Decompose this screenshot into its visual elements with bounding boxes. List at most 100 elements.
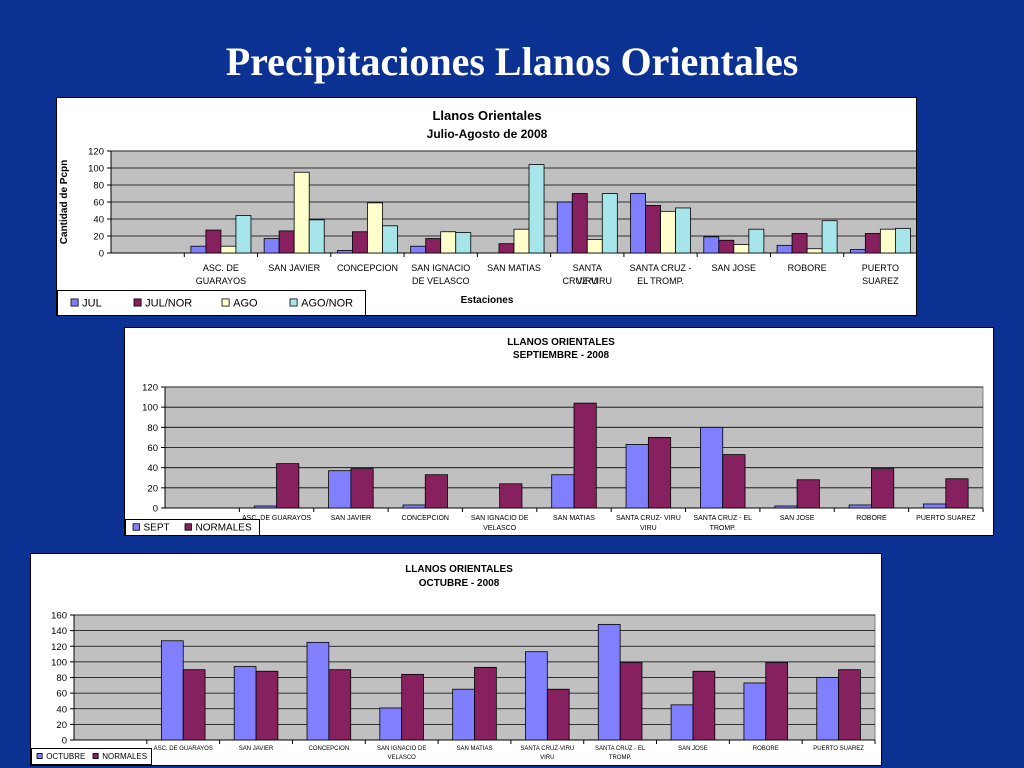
x-tick-label: PUERTO SUAREZ bbox=[916, 515, 976, 522]
bar-normales bbox=[255, 670, 279, 741]
bar-jul bbox=[263, 238, 280, 254]
legend-label: AGO/NOR bbox=[301, 297, 353, 309]
legend-label: AGO bbox=[233, 297, 258, 309]
bar-octubre bbox=[233, 666, 257, 741]
x-tick-label: SAN JOSE bbox=[780, 515, 815, 522]
x-tick-label: SAN MATIAS bbox=[487, 263, 541, 273]
bar-ago-nor bbox=[455, 232, 472, 254]
bar-jul-nor bbox=[425, 238, 442, 254]
x-tick-label: SAN IGNACIO DE VELASCO bbox=[411, 263, 470, 286]
bar-normales bbox=[692, 670, 716, 741]
bar-ago bbox=[660, 210, 676, 254]
x-tick-label: SANTA CRUZ - EL TROMP. bbox=[693, 515, 752, 532]
bar-jul bbox=[630, 193, 646, 254]
bar-sept bbox=[625, 444, 649, 509]
bar-jul-nor bbox=[718, 239, 735, 254]
legend-swatch bbox=[36, 752, 43, 759]
bar-ago-nor bbox=[308, 219, 325, 254]
x-tick-label: ASC. DE GUARAYOS bbox=[242, 515, 311, 522]
bar-jul-nor bbox=[864, 233, 881, 254]
x-tick-label: SAN JAVIER bbox=[268, 263, 320, 273]
bar-ago bbox=[586, 238, 603, 254]
bar-jul bbox=[849, 249, 866, 254]
x-tick-label: ROBORE bbox=[788, 263, 827, 273]
x-tick-label: SANTA CRUZ -EL TROMP. bbox=[630, 263, 692, 286]
y-tick-label: 80 bbox=[147, 423, 158, 434]
x-tick-label: SAN JAVIER bbox=[239, 746, 274, 752]
x-axis-label: Estaciones bbox=[461, 295, 514, 306]
bar-normales bbox=[765, 662, 789, 741]
chart-title: LLANOS ORIENTALES bbox=[405, 564, 513, 575]
chart-octubre: LLANOS ORIENTALES OCTUBRE - 2008 0 20 40 60 80… bbox=[30, 553, 882, 766]
chart-septiembre: LLANOS ORIENTALES SEPTIEMBRE - 2008 0 20 40 6… bbox=[124, 327, 994, 536]
slide-title: Precipitaciones Llanos Orientales bbox=[225, 39, 799, 84]
bar-jul bbox=[703, 236, 720, 254]
x-tick-label: SANTA CRUZ - EL TROMP. bbox=[595, 746, 646, 761]
x-tick-label: PUERTO SUAREZ bbox=[862, 263, 899, 286]
bar-octubre bbox=[670, 704, 694, 741]
chart-julio-agosto: Llanos Orientales Julio-Agosto de 2008 0 20… bbox=[56, 97, 917, 316]
y-tick-label: 80 bbox=[56, 673, 67, 684]
bar-ago-nor bbox=[528, 164, 545, 254]
bar-octubre bbox=[452, 688, 475, 741]
legend-swatch bbox=[289, 298, 298, 307]
chart-septiembre-svg: LLANOS ORIENTALES SEPTIEMBRE - 2008 0 20 40 6… bbox=[125, 337, 984, 535]
bar-octubre bbox=[160, 640, 184, 741]
bar-sept bbox=[328, 470, 352, 509]
y-tick-label: 0 bbox=[62, 736, 67, 747]
bar-ago-nor bbox=[675, 207, 691, 254]
x-tick-label: ASC. DE GUARAYOS bbox=[154, 746, 213, 752]
y-tick-label: 20 bbox=[147, 483, 158, 494]
bar-jul bbox=[776, 244, 793, 254]
bar-jul-nor bbox=[498, 243, 515, 254]
x-tick-label: ROBORE bbox=[753, 746, 779, 752]
legend-swatch bbox=[133, 298, 142, 307]
legend-label: JUL bbox=[82, 297, 102, 309]
x-tick-label: SAN JOSE bbox=[678, 746, 708, 752]
bar-ago bbox=[440, 231, 457, 254]
x-tick-label: PUERTO SUAREZ bbox=[813, 746, 864, 752]
legend-label: NORMALES bbox=[196, 523, 252, 534]
bar-normales bbox=[573, 402, 597, 509]
bar-jul bbox=[556, 201, 573, 254]
bar-sept bbox=[774, 505, 798, 509]
legend-label: SEPT bbox=[144, 523, 170, 534]
x-tick-label: CONCEPCION bbox=[402, 515, 449, 522]
bar-normales bbox=[838, 669, 861, 741]
bar-normales bbox=[871, 468, 895, 509]
bar-normales bbox=[401, 673, 424, 741]
bar-normales bbox=[182, 669, 206, 741]
y-tick-label: 60 bbox=[56, 689, 67, 700]
bar-ago-nor bbox=[601, 193, 618, 254]
bar-normales bbox=[474, 666, 497, 741]
bar-octubre bbox=[743, 682, 767, 741]
bar-normales bbox=[499, 483, 523, 509]
y-tick-label: 140 bbox=[51, 626, 67, 637]
chart-julio-agosto-svg: Llanos Orientales Julio-Agosto de 2008 0 20… bbox=[57, 108, 916, 315]
bar-normales bbox=[546, 688, 570, 741]
bar-ago bbox=[293, 171, 310, 254]
y-axis-label: Cantidad de Pcpn bbox=[59, 160, 70, 244]
bar-ago-nor bbox=[748, 228, 765, 254]
legend-label: JUL/NOR bbox=[145, 297, 192, 309]
chart-title: LLANOS ORIENTALES bbox=[507, 337, 615, 348]
bar-ago-nor bbox=[821, 220, 838, 254]
y-tick-label: 100 bbox=[88, 164, 104, 175]
y-tick-label: 40 bbox=[56, 704, 67, 715]
legend-box bbox=[57, 290, 366, 315]
bar-octubre bbox=[597, 623, 621, 741]
bar-jul-nor bbox=[352, 231, 368, 254]
y-tick-label: 60 bbox=[93, 198, 104, 209]
y-tick-label: 160 bbox=[51, 611, 67, 622]
x-tick-label: SANTA CRUZ- VIRU VIRU bbox=[616, 515, 681, 532]
bar-jul bbox=[190, 245, 207, 254]
chart-subtitle: Julio-Agosto de 2008 bbox=[427, 127, 548, 141]
bar-sept bbox=[253, 505, 277, 509]
bar-ago-nor bbox=[235, 215, 252, 254]
bar-ago bbox=[879, 228, 896, 254]
chart-subtitle: SEPTIEMBRE - 2008 bbox=[513, 350, 610, 361]
y-tick-label: 40 bbox=[147, 463, 158, 474]
bar-normales bbox=[945, 478, 969, 509]
bar-jul-nor bbox=[571, 193, 588, 254]
legend-swatch bbox=[184, 523, 192, 531]
